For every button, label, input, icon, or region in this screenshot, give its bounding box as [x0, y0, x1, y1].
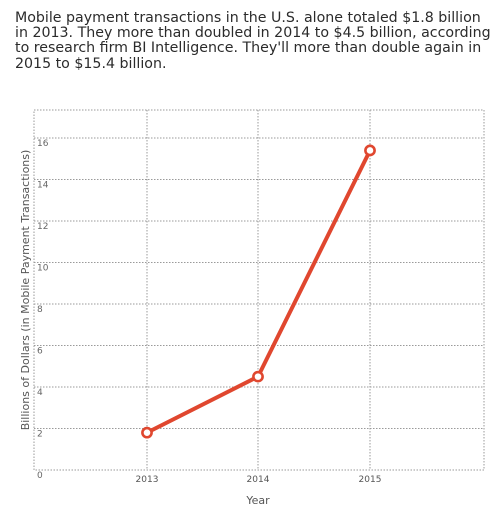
- y-tick-label-2: 2: [37, 430, 43, 440]
- y-tick-label-0: 0: [37, 471, 43, 481]
- y-tick-label-6: 6: [37, 347, 43, 357]
- x-gridlines: [146, 110, 371, 470]
- data-point-2014[interactable]: [252, 370, 264, 383]
- x-tick-label-2014: 2014: [247, 475, 270, 485]
- y-tick-label-16: 16: [37, 139, 49, 149]
- plot-frame-group: [33, 109, 485, 471]
- chart-headline: Mobile payment transactions in the U.S. …: [15, 10, 491, 72]
- x-tick-labels: 2013 2014 2015: [136, 475, 382, 485]
- data-point-2015[interactable]: [364, 144, 376, 157]
- x-tick-label-2013: 2013: [136, 475, 159, 485]
- y-tick-label-12: 12: [37, 222, 48, 232]
- y-axis-title: Billions of Dollars (in Mobile Payment T…: [19, 150, 32, 431]
- y-tick-labels: 0 2 4 6 8 10 12 14 16: [37, 139, 49, 481]
- plot-frame: [33, 109, 485, 471]
- y-tick-label-4: 4: [37, 388, 43, 398]
- y-tick-label-8: 8: [37, 305, 43, 315]
- y-tick-label-14: 14: [37, 181, 49, 191]
- series-group: [141, 144, 376, 439]
- y-gridlines: [34, 137, 484, 430]
- data-point-2013[interactable]: [141, 426, 153, 439]
- x-tick-label-2015: 2015: [359, 475, 382, 485]
- y-tick-label-10: 10: [37, 264, 49, 274]
- x-axis-title: Year: [245, 494, 270, 507]
